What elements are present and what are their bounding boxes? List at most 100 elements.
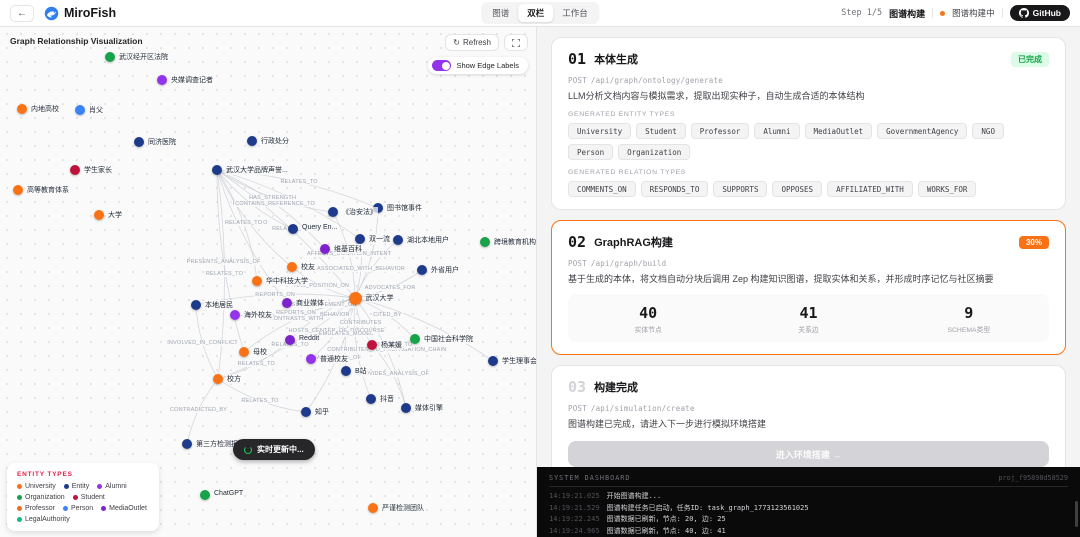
node-label: 媒体引擎 <box>414 403 444 413</box>
stat-value: 40 <box>639 304 658 323</box>
node-dot-icon <box>13 185 23 195</box>
node-label: 严谨检测团队 <box>381 503 425 513</box>
legend-dot-icon <box>17 506 22 511</box>
status-badge: 已完成 <box>1011 51 1049 67</box>
refresh-button[interactable]: ↻ Refresh <box>445 34 499 51</box>
node-dot-icon <box>393 235 403 245</box>
terminal-scrollbar[interactable] <box>1075 501 1078 527</box>
legend-dot-icon <box>101 506 107 511</box>
node-label: 武汉大学 <box>364 293 395 303</box>
node-label: ChatGPT <box>213 490 245 497</box>
relation-type-chip: RESPONDS_TO <box>640 181 709 198</box>
step-description: LLM分析文档内容与模拟需求，提取出现实种子，自动生成合适的本体结构 <box>568 91 865 101</box>
project-id: proj_f95898d58529 <box>998 474 1068 482</box>
node-dot-icon <box>366 394 376 404</box>
view-tab[interactable]: 图谱 <box>492 8 510 18</box>
edge-label: ADVOCATES_FOR <box>363 285 417 292</box>
mirofish-logo-icon <box>44 6 59 20</box>
relation-types-section-label: GENERATED RELATION TYPES <box>568 169 687 177</box>
legend-dot-icon <box>62 506 68 511</box>
log-timestamp: 14:19:24.965 <box>549 526 600 535</box>
step-number: 02 <box>568 233 587 252</box>
legend-item-label: LegalAuthority <box>25 516 70 523</box>
node-label: 母校 <box>252 347 268 357</box>
view-tab[interactable]: 工作台 <box>562 8 588 18</box>
node-label: 跨境教育机构 <box>493 237 536 247</box>
node-dot-icon <box>282 298 292 308</box>
node-dot-icon <box>94 210 104 220</box>
node-dot-icon <box>157 75 167 85</box>
node-dot-icon <box>239 347 249 357</box>
node-label: 普通校友 <box>319 354 349 364</box>
node-dot-icon <box>401 403 411 413</box>
legend-item-label: Person <box>70 505 94 512</box>
node-dot-icon <box>191 300 201 310</box>
edge-label: EXHIBITS_BEHAVIOR <box>289 312 351 319</box>
relation-type-chip: OPPOSES <box>772 181 823 198</box>
node-dot-icon <box>17 104 27 114</box>
legend-item-label: University <box>25 483 56 490</box>
github-button[interactable]: GitHub <box>1009 5 1070 21</box>
graph-visualization-panel[interactable]: Graph Relationship Visualization ↻ Refre… <box>0 27 537 537</box>
entity-type-chip: GovernmentAgency <box>877 123 968 140</box>
edge-label: REPORTS_ON <box>275 310 317 317</box>
stat-label: SCHEMA类型 <box>947 327 991 335</box>
enter-environment-button[interactable]: 进入环境搭建 → <box>568 441 1049 467</box>
edge-label: RELATES_TO <box>223 220 264 227</box>
step-card-complete: 03 构建完成 POST/api/simulation/create 图谱构建已… <box>551 365 1066 467</box>
legend-dot-icon <box>17 484 22 489</box>
step-indicator: Step 1/5 <box>841 8 883 18</box>
http-method: POST <box>568 76 587 85</box>
relation-type-chip: AFFILIATED_WITH <box>827 181 913 198</box>
node-dot-icon <box>348 291 362 305</box>
entity-types-legend: ENTITY TYPES University Entity <box>7 463 159 531</box>
stat-value: 41 <box>799 304 818 323</box>
edge-label: RELATES_TO <box>240 397 280 404</box>
back-button[interactable]: ← <box>10 4 34 22</box>
node-label: 图书馆事件 <box>386 203 423 213</box>
fullscreen-button[interactable] <box>504 34 528 51</box>
step-title: 图谱构建 <box>889 8 926 19</box>
edge-label: RELATES_TO <box>279 179 319 186</box>
log-line: 14:19:21.025 开始图谱构建... <box>549 491 1068 503</box>
step-number: 03 <box>568 378 587 397</box>
node-label: 行政处分 <box>260 136 290 146</box>
legend-item: University <box>17 483 56 490</box>
view-tab[interactable]: 双栏 <box>518 4 554 22</box>
legend-item-label: Student <box>80 494 105 501</box>
node-dot-icon <box>252 276 262 286</box>
log-timestamp: 14:19:21.025 <box>549 492 600 500</box>
node-dot-icon <box>213 374 223 384</box>
relation-type-chip: SUPPORTS <box>713 181 768 198</box>
edge-label: PRESENTS_ANALYSIS_OF <box>185 259 262 266</box>
node-label: 武汉大学品牌声誉... <box>225 165 289 175</box>
edge-label: EMULATES_MODEL <box>317 330 375 337</box>
toggle-switch-icon[interactable] <box>432 60 452 71</box>
terminal-title: SYSTEM DASHBOARD <box>549 474 631 482</box>
http-method: POST <box>568 259 587 269</box>
back-arrow-icon: ← <box>17 7 27 19</box>
node-label: 《治安法》 <box>341 207 378 217</box>
refresh-label: Refresh <box>462 38 491 47</box>
edge-label: HAS_POSITION_ON <box>293 283 351 290</box>
node-label: 武汉经开区法院 <box>118 52 169 62</box>
node-dot-icon <box>75 105 85 115</box>
legend-item-label: Organization <box>25 494 65 501</box>
node-label: 维基百科 <box>333 244 363 254</box>
node-label: 知乎 <box>314 407 330 417</box>
legend-item: Professor <box>17 505 55 512</box>
node-label: 同济医院 <box>147 137 177 147</box>
edge-labels-toggle[interactable]: Show Edge Labels <box>428 57 528 74</box>
edge-label: CONTRASTS_WITH <box>268 315 325 322</box>
edge-label: CITED_BY <box>372 311 403 318</box>
fullscreen-icon <box>512 38 520 47</box>
stat-label: 关系边 <box>798 327 819 335</box>
edge-labels-toggle-label: Show Edge Labels <box>456 61 519 70</box>
stat-label: 实体节点 <box>634 327 662 335</box>
status-dot-icon <box>940 10 946 16</box>
step-card-title: GraphRAG构建 <box>594 237 673 250</box>
node-label: Query En... <box>301 224 339 231</box>
app-title: MiroFish <box>64 6 117 20</box>
edge-label: REPORTS_ON <box>254 291 297 298</box>
edge-label: ASSOCIATED_WITH_BEHAVIOR <box>316 265 407 272</box>
